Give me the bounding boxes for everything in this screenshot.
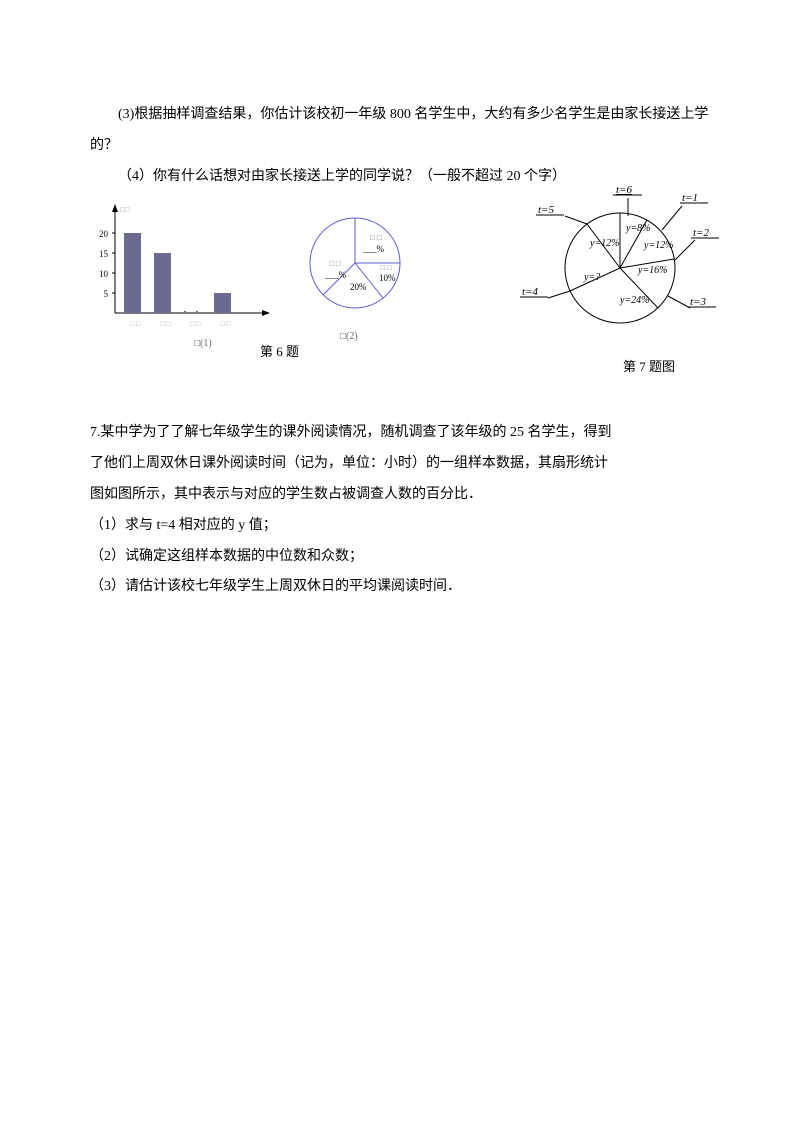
bar-2 (154, 253, 171, 313)
p7-y16: y=16% (637, 265, 668, 276)
q7-line1: 7.某中学为了了解七年级学生的课外阅读情况，随机调查了该年级的 25 名学生，得… (90, 418, 710, 449)
svg-text:□ □: □ □ (220, 320, 231, 328)
svg-text:□ □: □ □ (370, 233, 382, 242)
caption-q6: 第 6 题 (260, 338, 299, 367)
ytick-5: 5 (104, 289, 109, 299)
p7-y24: y=24% (619, 295, 650, 306)
svg-text:___%: ___% (324, 270, 347, 280)
figures-row: 5 10 15 20 □□ □ □ □ □ □ □ □ □ □(1) (90, 198, 710, 368)
svg-text:□□: □□ (120, 205, 130, 214)
svg-text:□ □: □ □ (380, 263, 392, 272)
pie-chart-q7: y=8% y=12% y=16% y=24% y=? y=12% t=6 t=1… (510, 168, 730, 358)
p7-t2: t=2 (693, 227, 709, 239)
ytick-10: 10 (99, 269, 109, 279)
p7-y12b: y=12% (589, 238, 620, 249)
pie-chart-q6: □ □ ___% □ □ ___% □ □ 10% 20% □(2) (295, 208, 415, 338)
p7-y12a: y=12% (643, 240, 674, 251)
sub-caption-2: □(2) (340, 326, 358, 348)
bar-4 (214, 293, 231, 313)
question-3-text: (3)根据抽样调查结果，你估计该校初一年级 800 名学生中，大约有多少名学生是… (90, 100, 710, 162)
svg-text:□ □: □ □ (329, 259, 341, 268)
p7-t3: t=3 (690, 296, 706, 308)
q7-sub1: （1）求与 t=4 相对应的 y 值； (90, 511, 710, 542)
p7-yq: y=? (583, 272, 600, 283)
q7-line3: 图如图所示，其中表示与对应的学生数占被调查人数的百分比． (90, 480, 710, 511)
svg-text:□ □: □ □ (190, 320, 201, 328)
p7-t6: t=6 (616, 184, 632, 196)
p7-t4: t=4 (522, 286, 538, 298)
bar-1 (124, 233, 141, 313)
q7-line2: 了他们上周双休日课外阅读时间（记为，单位：小时）的一组样本数据，其扇形统计 (90, 449, 710, 480)
svg-text:___%: ___% (362, 244, 385, 254)
bar-chart-q6: 5 10 15 20 □□ □ □ □ □ □ □ □ □ □(1) (90, 198, 280, 348)
p7-t5: t=5 (538, 204, 554, 216)
svg-text:□ □: □ □ (160, 320, 171, 328)
pie6-10: 10% (379, 273, 396, 283)
p7-y8: y=8% (625, 223, 651, 234)
pie6-20: 20% (350, 282, 367, 292)
q7-sub2: （2）试确定这组样本数据的中位数和众数； (90, 542, 710, 573)
sub-caption-1: □(1) (194, 333, 212, 355)
ytick-15: 15 (99, 249, 109, 259)
bar-3-tick2 (196, 311, 198, 313)
question-7-block: 7.某中学为了了解七年级学生的课外阅读情况，随机调查了该年级的 25 名学生，得… (90, 418, 710, 603)
bar-3-tick (184, 311, 186, 313)
caption-q7: 第 7 题图 (623, 353, 675, 382)
svg-text:□ □: □ □ (130, 320, 141, 328)
q7-sub3: （3）请估计该校七年级学生上周双休日的平均课阅读时间． (90, 572, 710, 603)
p7-t1: t=1 (682, 192, 698, 204)
ytick-20: 20 (99, 229, 109, 239)
